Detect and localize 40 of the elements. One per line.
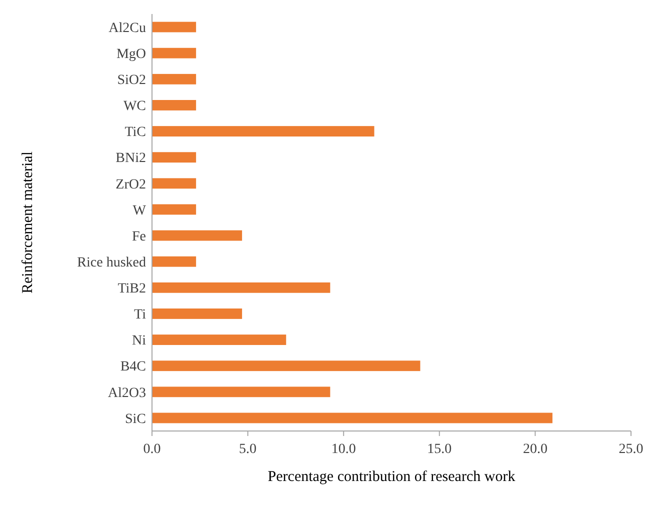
y-tick-label: Rice husked <box>77 255 146 270</box>
y-tick-label: W <box>132 203 147 218</box>
y-tick-label: SiO2 <box>117 73 146 88</box>
bar <box>152 178 196 189</box>
y-tick-label: TiB2 <box>118 282 146 297</box>
y-tick-label: TiC <box>124 125 146 140</box>
y-tick-label: ZrO2 <box>116 177 146 192</box>
x-tick-label: 10.0 <box>331 442 356 457</box>
y-tick-label: BNi2 <box>116 151 146 166</box>
y-tick-label: Al2Cu <box>108 20 146 36</box>
bar <box>152 334 286 345</box>
bar <box>152 386 330 398</box>
x-tick-label: 0.0 <box>143 442 161 457</box>
bar <box>152 126 374 136</box>
y-tick-label: SiC <box>124 412 146 427</box>
y-tick-label: MgO <box>116 46 146 62</box>
y-tick-label: B4C <box>120 360 146 375</box>
bar <box>152 152 196 163</box>
bar <box>152 22 196 32</box>
y-tick-label: Ti <box>134 308 146 323</box>
bar <box>152 308 242 319</box>
x-tick-label: 25.0 <box>618 442 644 457</box>
y-axis-title: Reinforcement material <box>20 151 36 294</box>
x-axis-title: Percentage contribution of research work <box>268 469 516 485</box>
y-tick-label: Ni <box>132 334 146 349</box>
bar <box>152 48 196 58</box>
bar <box>152 256 196 267</box>
x-tick-label: 20.0 <box>522 442 548 457</box>
y-tick-label: Al2O3 <box>108 386 146 401</box>
bar <box>152 74 196 84</box>
x-tick-label: 5.0 <box>239 442 257 457</box>
bar <box>152 204 196 215</box>
bar <box>152 282 330 293</box>
y-tick-label: WC <box>123 99 146 114</box>
y-tick-label: Fe <box>132 229 146 244</box>
bar <box>152 100 196 110</box>
bar <box>152 360 420 372</box>
bar <box>152 412 552 424</box>
x-tick-label: 15.0 <box>427 442 452 457</box>
bar <box>152 230 242 241</box>
